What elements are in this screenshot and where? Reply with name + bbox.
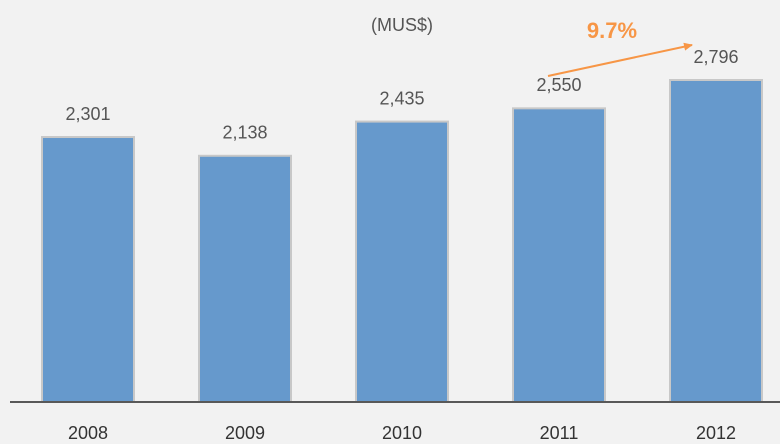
bar	[41, 136, 135, 403]
value-label: 2,435	[379, 88, 424, 108]
growth-arrow	[547, 42, 693, 77]
x-tick-label: 2010	[382, 423, 422, 443]
x-tick-label: 2008	[68, 423, 108, 443]
chart-title: (MUS$)	[371, 15, 433, 35]
x-tick-label: 2009	[225, 423, 265, 443]
bar	[198, 154, 292, 403]
value-label: 2,138	[222, 123, 267, 143]
bar	[355, 120, 449, 404]
x-tick-label: 2011	[540, 423, 579, 443]
bar	[669, 79, 763, 403]
value-label: 2,301	[65, 104, 110, 124]
value-label: 2,796	[693, 47, 738, 67]
bar	[512, 107, 606, 403]
growth-annotation: 9.7%	[587, 18, 637, 43]
x-tick-label: 2012	[696, 423, 736, 443]
value-label: 2,550	[536, 75, 581, 95]
